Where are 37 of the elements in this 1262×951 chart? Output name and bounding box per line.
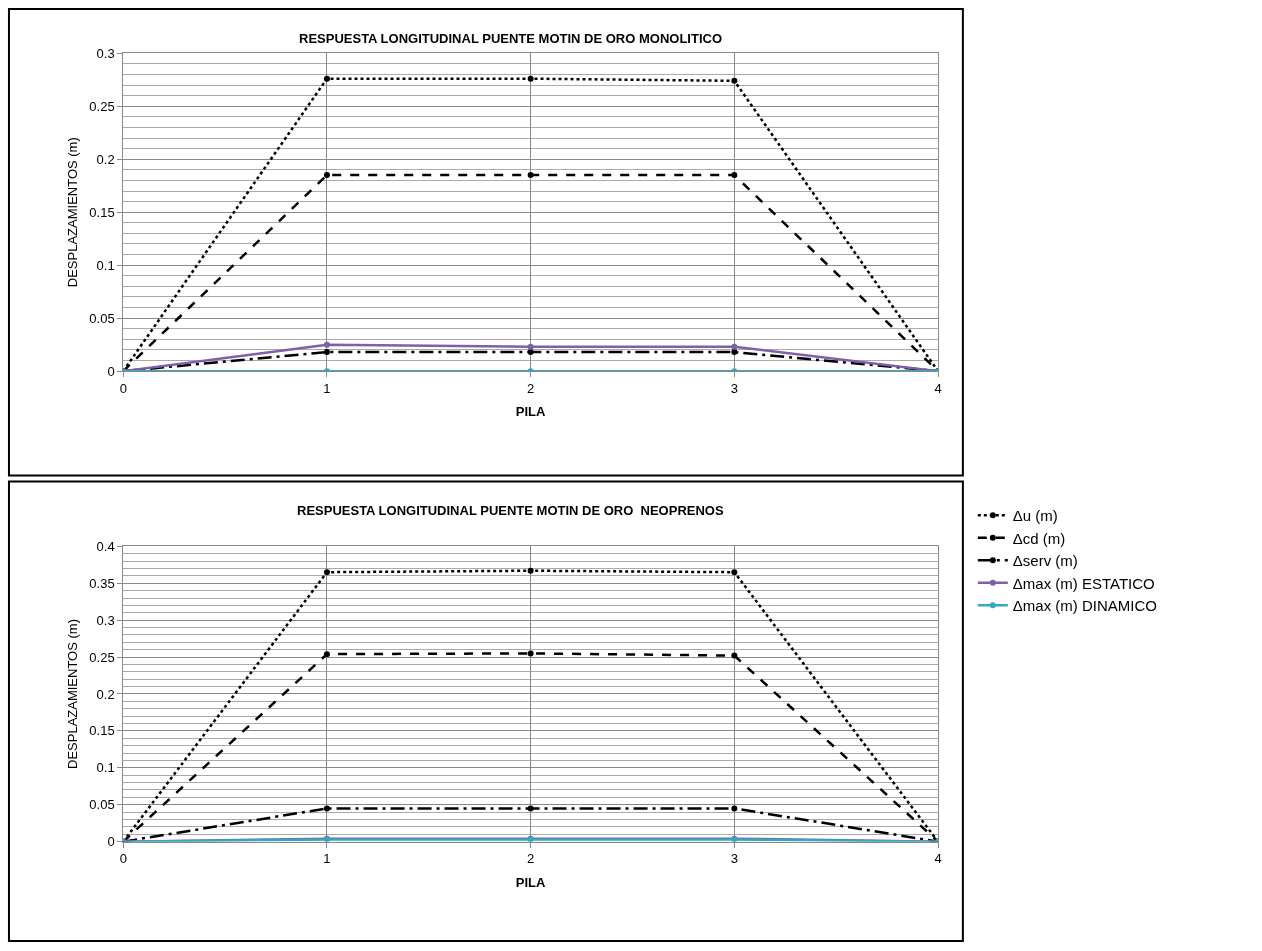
- legend-label: Δserv (m): [1012, 552, 1078, 570]
- y-tick-label: 0.3: [96, 612, 115, 628]
- y-axis-title: DESPLAZAMIENTOS (m): [65, 618, 81, 769]
- y-tick-label: 0.25: [89, 98, 115, 114]
- legend-label: Δmax (m) DINAMICO: [1012, 597, 1158, 615]
- x-tick-label: 0: [119, 380, 127, 396]
- x-tick-label: 4: [934, 851, 942, 867]
- y-tick-label: 0.35: [89, 575, 115, 591]
- y-tick-label: 0.3: [96, 45, 115, 61]
- y-tick-label: 0: [107, 363, 115, 379]
- x-tick-label: 0: [119, 851, 127, 867]
- y-tick-label: 0.2: [96, 686, 115, 702]
- y-tick-label: 0: [107, 834, 115, 850]
- legend-label: Δmax (m) ESTATICO: [1012, 574, 1155, 592]
- y-tick-label: 0.25: [89, 649, 115, 665]
- y-tick-label: 0.15: [89, 204, 115, 220]
- y-tick-label: 0.4: [96, 538, 115, 554]
- legend-label: Δcd (m): [1012, 529, 1066, 547]
- y-tick-label: 0.1: [96, 760, 115, 776]
- y-axis-title: DESPLAZAMIENTOS (m): [65, 137, 81, 288]
- y-tick-label: 0.2: [96, 151, 115, 167]
- y-tick-label: 0.05: [89, 310, 115, 326]
- y-tick-label: 0.1: [96, 257, 115, 273]
- x-tick-label: 1: [323, 380, 331, 396]
- x-tick-label: 4: [934, 380, 942, 396]
- x-tick-label: 2: [527, 380, 535, 396]
- legend-label: Δu (m): [1012, 507, 1058, 525]
- x-tick-label: 1: [323, 851, 331, 867]
- x-tick-label: 2: [527, 851, 535, 867]
- chart-title: RESPUESTA LONGITUDINAL PUENTE MOTIN DE ORO NEOPRENOS: [297, 503, 724, 518]
- x-tick-label: 3: [730, 851, 738, 867]
- y-tick-label: 0.05: [89, 797, 115, 813]
- x-tick-label: 3: [730, 380, 738, 396]
- x-axis-title: PILA: [515, 874, 547, 890]
- x-axis-title: PILA: [515, 404, 547, 420]
- y-tick-label: 0.15: [89, 723, 115, 739]
- chart-title: RESPUESTA LONGITUDINAL PUENTE MOTIN DE ORO MONOLITICO: [299, 31, 722, 46]
